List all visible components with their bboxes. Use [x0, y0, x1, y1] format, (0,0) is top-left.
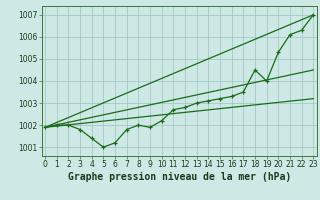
X-axis label: Graphe pression niveau de la mer (hPa): Graphe pression niveau de la mer (hPa)	[68, 172, 291, 182]
